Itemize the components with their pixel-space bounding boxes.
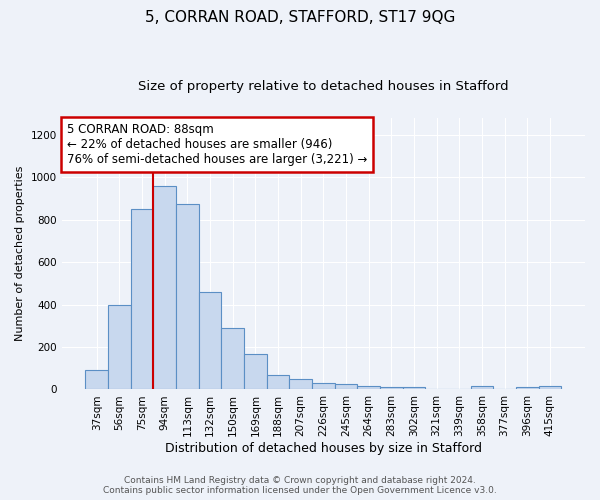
X-axis label: Distribution of detached houses by size in Stafford: Distribution of detached houses by size … bbox=[165, 442, 482, 455]
Bar bbox=[244, 354, 266, 390]
Bar bbox=[221, 328, 244, 390]
Y-axis label: Number of detached properties: Number of detached properties bbox=[15, 166, 25, 342]
Bar bbox=[380, 387, 403, 390]
Bar bbox=[470, 386, 493, 390]
Text: Contains HM Land Registry data © Crown copyright and database right 2024.
Contai: Contains HM Land Registry data © Crown c… bbox=[103, 476, 497, 495]
Bar bbox=[108, 304, 131, 390]
Bar bbox=[154, 186, 176, 390]
Bar bbox=[199, 292, 221, 390]
Bar bbox=[176, 204, 199, 390]
Bar bbox=[131, 209, 154, 390]
Bar bbox=[516, 388, 539, 390]
Text: 5 CORRAN ROAD: 88sqm
← 22% of detached houses are smaller (946)
76% of semi-deta: 5 CORRAN ROAD: 88sqm ← 22% of detached h… bbox=[67, 123, 367, 166]
Bar bbox=[312, 383, 335, 390]
Bar bbox=[289, 379, 312, 390]
Title: Size of property relative to detached houses in Stafford: Size of property relative to detached ho… bbox=[138, 80, 509, 93]
Bar bbox=[358, 386, 380, 390]
Bar bbox=[403, 388, 425, 390]
Text: 5, CORRAN ROAD, STAFFORD, ST17 9QG: 5, CORRAN ROAD, STAFFORD, ST17 9QG bbox=[145, 10, 455, 25]
Bar bbox=[85, 370, 108, 390]
Bar bbox=[266, 374, 289, 390]
Bar bbox=[335, 384, 358, 390]
Bar bbox=[539, 386, 561, 390]
